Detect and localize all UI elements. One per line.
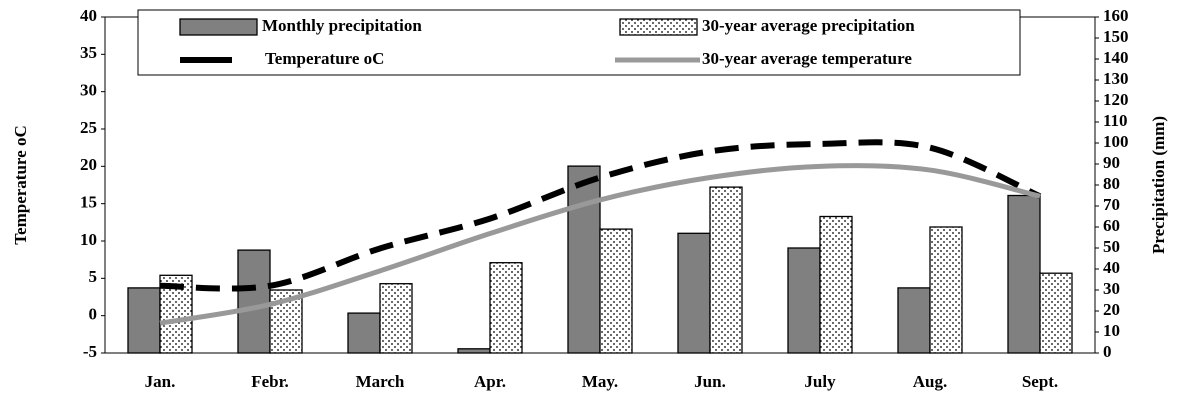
legend-box xyxy=(137,9,1021,76)
y2-tick-label: 0 xyxy=(1103,342,1112,361)
legend-swatch xyxy=(619,18,698,36)
y-tick-label: 20 xyxy=(80,155,97,174)
bar xyxy=(457,348,491,354)
x-tick-label: Aug. xyxy=(913,372,947,391)
y2-tick-label: 150 xyxy=(1103,27,1129,46)
bar xyxy=(379,283,413,354)
x-tick-label: March xyxy=(356,372,405,391)
y-tick-label: 35 xyxy=(80,43,97,62)
bar xyxy=(787,247,821,354)
bar xyxy=(819,215,853,354)
line xyxy=(159,139,1042,292)
x-tick-label: May. xyxy=(582,372,618,391)
y-tick-label: 0 xyxy=(89,305,98,324)
bar xyxy=(929,226,963,354)
x-tick-label: Apr. xyxy=(474,372,506,391)
legend-label: Monthly precipitation xyxy=(262,16,422,35)
y2-tick-label: 90 xyxy=(1103,153,1120,172)
bar xyxy=(237,249,271,354)
y-tick-label: 10 xyxy=(80,230,97,249)
legend-label: Temperature oC xyxy=(265,49,384,68)
bar xyxy=(1039,272,1073,354)
bar xyxy=(127,287,161,354)
bar xyxy=(489,262,523,354)
y-tick-label: 5 xyxy=(89,267,98,286)
bar xyxy=(1007,194,1041,354)
x-tick-label: Febr. xyxy=(251,372,289,391)
y-tick-label: 30 xyxy=(80,81,97,100)
y2-tick-label: 10 xyxy=(1103,321,1120,340)
y2-tick-label: 80 xyxy=(1103,174,1120,193)
bar xyxy=(347,312,381,354)
y2-tick-label: 20 xyxy=(1103,300,1120,319)
legend-label: 30-year average precipitation xyxy=(702,16,915,35)
x-tick-label: Jan. xyxy=(145,372,176,391)
y2-tick-label: 130 xyxy=(1103,69,1129,88)
y-axis-title: Temperature oC xyxy=(11,125,30,244)
y2-tick-label: 100 xyxy=(1103,132,1129,151)
legend-swatch xyxy=(179,18,258,36)
y2-tick-label: 60 xyxy=(1103,216,1120,235)
y-tick-label: 15 xyxy=(80,193,97,212)
y2-tick-label: 50 xyxy=(1103,237,1120,256)
y2-tick-label: 120 xyxy=(1103,90,1129,109)
x-tick-label: Sept. xyxy=(1022,372,1058,391)
y-tick-label: 25 xyxy=(80,118,97,137)
bar xyxy=(599,228,633,354)
y2-tick-label: 70 xyxy=(1103,195,1120,214)
bar xyxy=(897,287,931,354)
y2-tick-label: 140 xyxy=(1103,48,1129,67)
y2-axis-title: Precipitation (mm) xyxy=(1149,116,1168,254)
x-tick-label: July xyxy=(804,372,836,391)
line xyxy=(159,163,1041,326)
bar xyxy=(709,186,743,354)
y2-tick-label: 40 xyxy=(1103,258,1120,277)
y2-tick-label: 160 xyxy=(1103,6,1129,25)
y-tick-label: -5 xyxy=(83,342,97,361)
y2-tick-label: 30 xyxy=(1103,279,1120,298)
legend-label: 30-year average temperature xyxy=(702,49,912,68)
x-tick-label: Jun. xyxy=(694,372,726,391)
y-tick-label: 40 xyxy=(80,6,97,25)
y2-tick-label: 110 xyxy=(1103,111,1128,130)
bar xyxy=(677,232,711,354)
bar xyxy=(567,165,601,354)
